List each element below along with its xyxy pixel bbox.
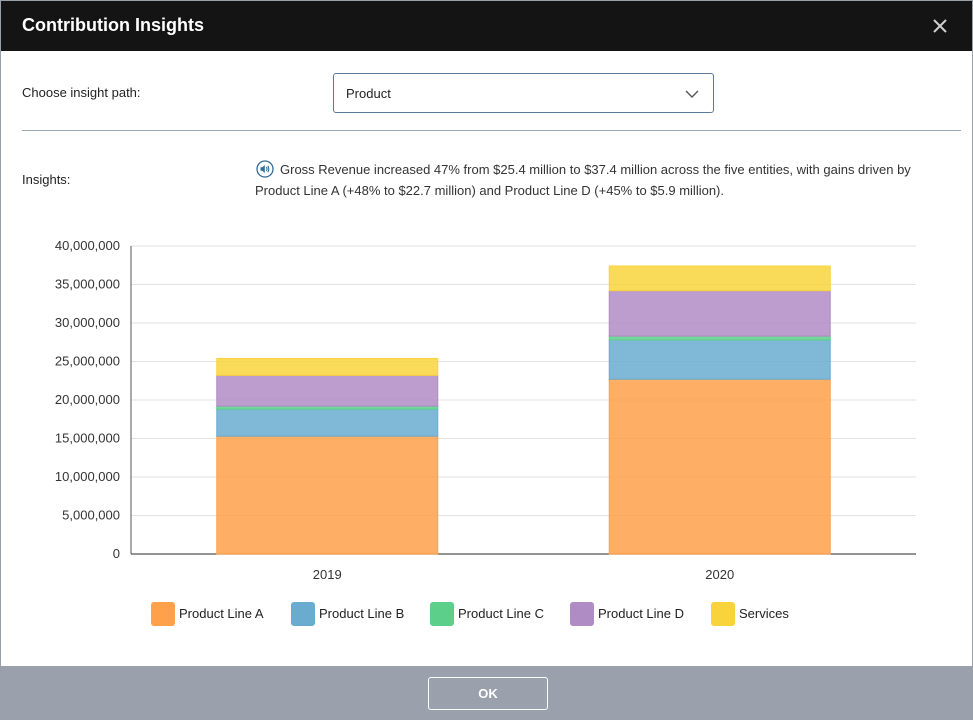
bar-segment	[608, 339, 831, 380]
dialog-titlebar: Contribution Insights	[1, 1, 972, 51]
speaker-icon[interactable]	[256, 160, 274, 178]
legend-swatch	[570, 602, 594, 626]
insight-path-label: Choose insight path:	[22, 85, 141, 100]
bar-segment	[608, 290, 831, 337]
revenue-stacked-bar-chart: 0 5,000,000 10,000,000 15,000,000 20,000,000…	[55, 238, 916, 582]
legend-label: Services	[739, 606, 789, 621]
y-tick-label: 15,000,000	[55, 431, 120, 446]
bar-segment	[216, 435, 439, 555]
bar-segment	[608, 265, 831, 292]
insight-text: Gross Revenue increased 47% from $25.4 m…	[255, 162, 911, 198]
y-tick-label: 30,000,000	[55, 315, 120, 330]
bar-segment	[216, 374, 439, 407]
y-tick-label: 40,000,000	[55, 238, 120, 253]
y-tick-label: 20,000,000	[55, 392, 120, 407]
y-tick-label: 5,000,000	[62, 508, 120, 523]
legend-label: Product Line D	[598, 606, 684, 621]
bar-segment	[216, 408, 439, 437]
dialog-footer: OK	[1, 666, 972, 720]
dialog-title: Contribution Insights	[22, 15, 204, 35]
legend-label: Product Line C	[458, 606, 544, 621]
legend-label: Product Line B	[319, 606, 405, 621]
bar-segment	[608, 335, 831, 341]
ok-button[interactable]: OK	[428, 677, 548, 710]
section-divider	[22, 130, 961, 131]
y-tick-label: 0	[113, 546, 120, 561]
y-tick-label: 25,000,000	[55, 354, 120, 369]
insights-label: Insights:	[22, 172, 71, 187]
bar-segment	[608, 378, 831, 555]
chevron-down-icon	[685, 87, 699, 101]
legend-swatch	[151, 602, 175, 626]
x-tick-label: 2019	[313, 567, 342, 582]
legend-swatch	[291, 602, 315, 626]
bar-segment	[216, 357, 439, 376]
legend-swatch	[711, 602, 735, 626]
insight-path-selected-value: Product	[346, 86, 391, 101]
close-icon[interactable]	[928, 14, 952, 38]
x-tick-label: 2020	[705, 567, 734, 582]
y-tick-label: 35,000,000	[55, 277, 120, 292]
insight-path-select[interactable]: Product	[333, 73, 714, 113]
legend-swatch	[430, 602, 454, 626]
y-tick-label: 10,000,000	[55, 469, 120, 484]
legend-label: Product Line A	[179, 606, 264, 621]
